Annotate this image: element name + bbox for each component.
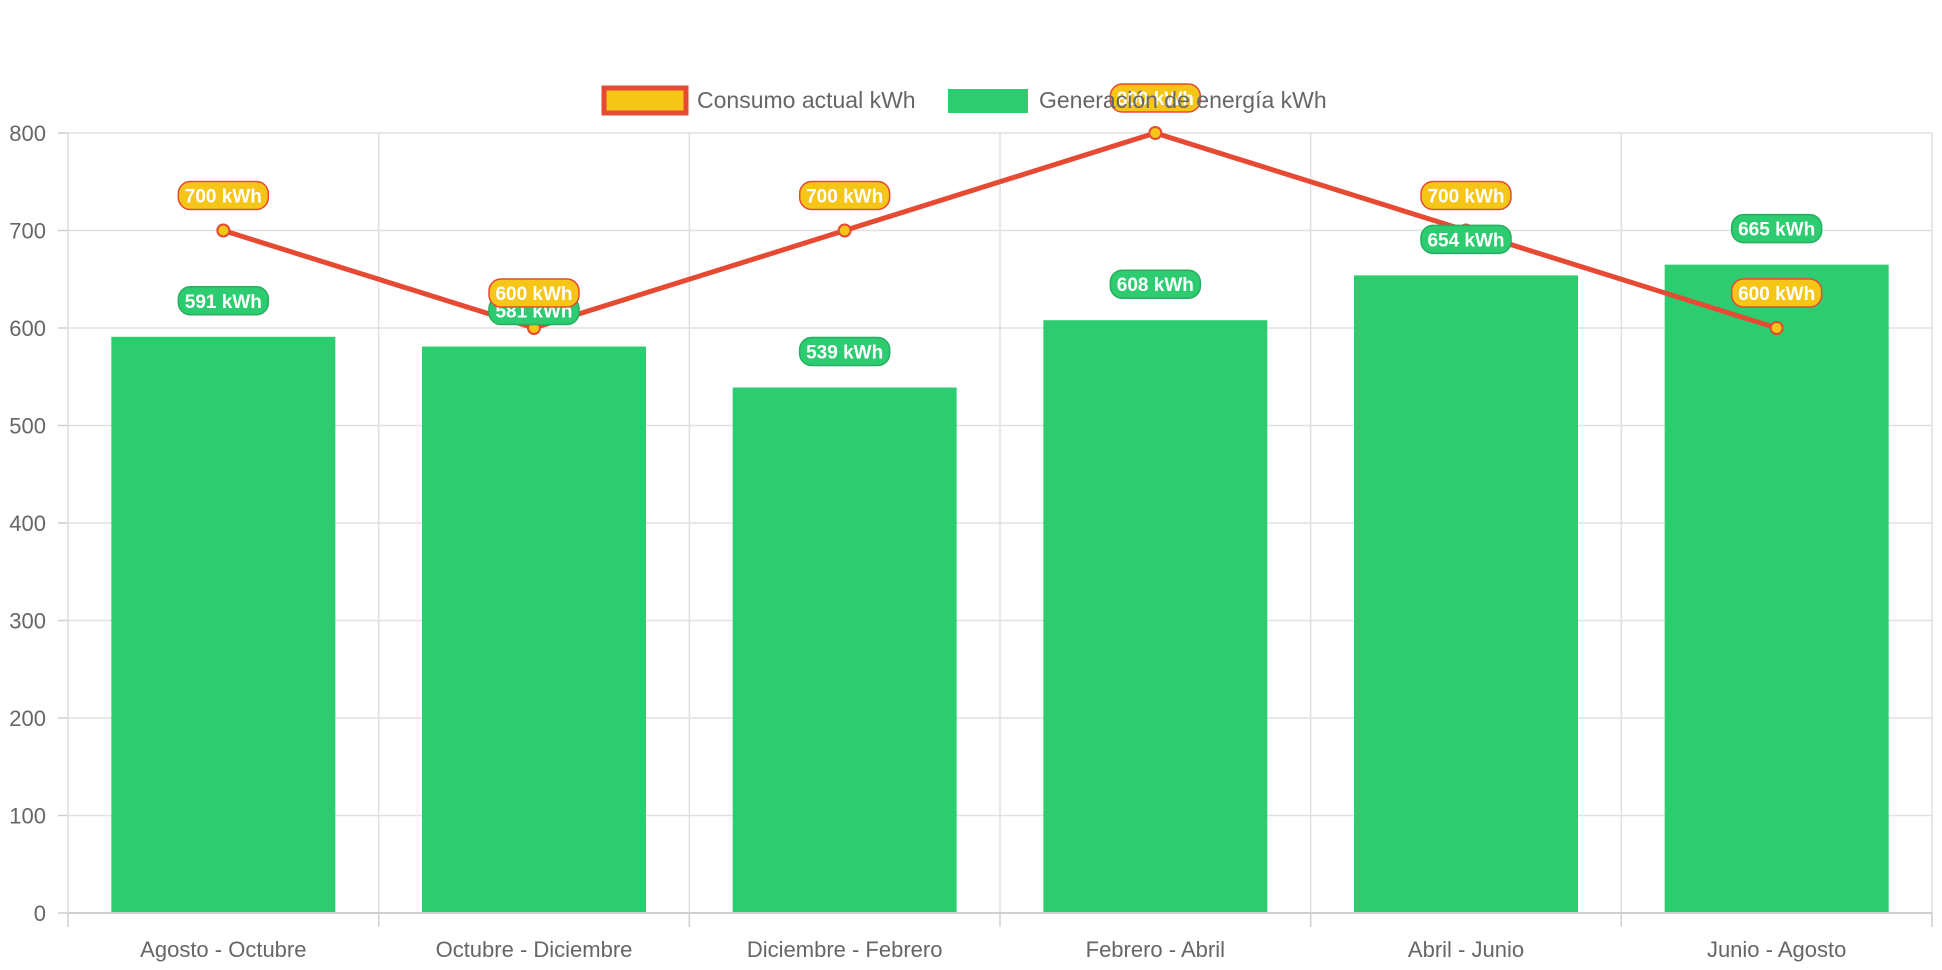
data-label: 600 kWh xyxy=(495,284,572,305)
y-tick-label: 200 xyxy=(9,706,46,731)
bar[interactable] xyxy=(422,346,646,913)
data-label-box xyxy=(1109,83,1202,113)
line-point[interactable] xyxy=(1769,321,1784,335)
bar[interactable] xyxy=(1043,320,1268,913)
x-tick-label: Abril - Junio xyxy=(1408,937,1524,962)
data-label-box xyxy=(1730,213,1823,244)
y-tick-label: 800 xyxy=(9,121,46,146)
legend-swatch-generacion xyxy=(948,89,1028,113)
legend-item-consumo[interactable]: Consumo actual kWh xyxy=(601,85,916,116)
data-label-box xyxy=(1420,180,1512,211)
data-label-box xyxy=(1730,278,1823,308)
data-label: 591 kWh xyxy=(185,292,262,313)
data-label: 700 kWh xyxy=(806,187,883,208)
bar[interactable] xyxy=(1354,275,1578,914)
axes: 0 100 200 300 400 500 600 700 800 Agosto - Octubr… xyxy=(9,121,1933,962)
y-tick-label: 600 xyxy=(9,316,46,341)
bar[interactable] xyxy=(732,387,957,914)
x-tick-label: Febrero - Abril xyxy=(1086,937,1225,962)
data-label-box xyxy=(1420,224,1512,255)
line-point[interactable] xyxy=(837,223,852,238)
y-tick-label: 700 xyxy=(9,219,46,244)
x-tick-label: Diciembre - Febrero xyxy=(747,937,943,962)
x-tick-label: Octubre - Diciembre xyxy=(436,937,633,962)
data-label: 539 kWh xyxy=(806,342,883,363)
data-label-box xyxy=(798,180,891,211)
bar[interactable] xyxy=(1664,264,1889,913)
line-point[interactable] xyxy=(216,223,231,238)
data-label-box xyxy=(488,278,580,308)
y-tick-label: 0 xyxy=(34,901,46,926)
data-label-box xyxy=(798,336,891,367)
data-label-box xyxy=(177,286,270,316)
bar-series xyxy=(111,264,1889,914)
grid-lines xyxy=(67,132,1933,914)
legend-label-generacion: Generación de energía kWh xyxy=(1039,87,1327,113)
y-tick-label: 100 xyxy=(9,804,46,829)
legend-swatch-consumo xyxy=(601,85,689,116)
data-label: 654 kWh xyxy=(1427,230,1504,251)
bar[interactable] xyxy=(111,336,336,913)
data-label: 608 kWh xyxy=(1117,275,1194,296)
data-label: 800 kWh xyxy=(1117,89,1194,110)
data-label-box xyxy=(177,180,270,211)
data-label-box xyxy=(1109,269,1202,299)
data-label: 600 kWh xyxy=(1738,284,1815,305)
legend-label-consumo: Consumo actual kWh xyxy=(697,87,916,113)
y-tick-label: 500 xyxy=(9,414,46,439)
data-label: 700 kWh xyxy=(185,187,262,208)
x-tick-label: Agosto - Octubre xyxy=(140,937,306,962)
y-tick-label: 400 xyxy=(9,511,46,536)
legend[interactable]: Consumo actual kWh Generación de energía… xyxy=(601,85,1327,116)
series-line-consumo xyxy=(222,130,1778,331)
x-tick-label: Junio - Agosto xyxy=(1707,937,1846,962)
legend-item-generacion[interactable]: Generación de energía kWh xyxy=(948,87,1327,113)
data-label: 665 kWh xyxy=(1738,220,1815,241)
data-label: 700 kWh xyxy=(1427,187,1504,208)
y-tick-label: 300 xyxy=(9,609,46,634)
line-point[interactable] xyxy=(1148,126,1163,140)
